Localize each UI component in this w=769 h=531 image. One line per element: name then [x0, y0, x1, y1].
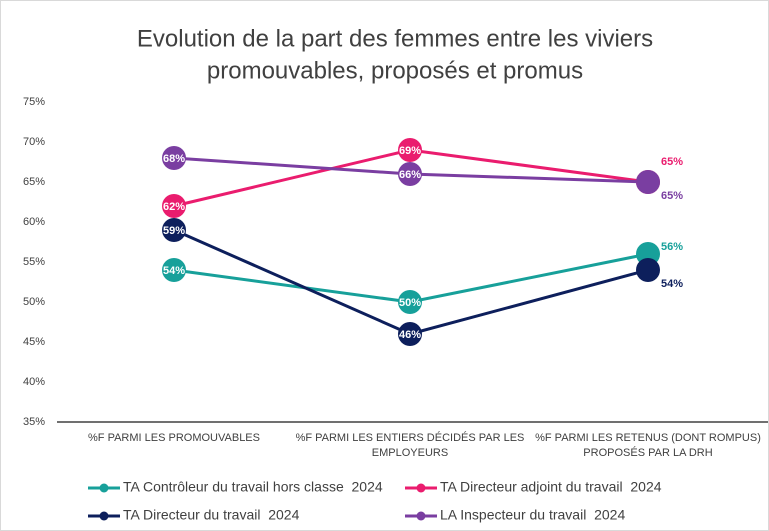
y-tick-label: 35%: [23, 416, 45, 428]
data-point: [636, 258, 660, 282]
legend-swatch: [416, 511, 426, 521]
data-label: 69%: [399, 145, 421, 157]
legend-label: TA Directeur adjoint du travail 2024: [440, 479, 662, 495]
y-tick-label: 65%: [23, 176, 45, 188]
data-label: 46%: [399, 329, 421, 341]
data-label: 65%: [661, 190, 683, 202]
data-point: [162, 218, 186, 242]
data-point: [398, 322, 422, 346]
data-point: [398, 138, 422, 162]
y-tick-label: 50%: [23, 296, 45, 308]
data-label: 68%: [163, 153, 185, 165]
data-label: 54%: [163, 265, 185, 277]
data-point: [398, 290, 422, 314]
data-point: [636, 170, 660, 194]
data-point: [162, 194, 186, 218]
x-tick-label: %F PARMI LES PROMOUVABLES: [88, 432, 260, 444]
data-label: 54%: [661, 278, 683, 290]
data-label: 65%: [661, 156, 683, 168]
y-tick-label: 70%: [23, 136, 45, 148]
x-tick-label: %F PARMI LES ENTIERS DÉCIDÉS PAR LES EMP…: [295, 432, 525, 459]
data-label: 59%: [163, 225, 185, 237]
y-tick-label: 45%: [23, 336, 45, 348]
legend-swatch: [416, 483, 426, 493]
data-label: 56%: [661, 241, 683, 253]
data-point: [398, 162, 422, 186]
legend-swatch: [99, 511, 109, 521]
legend-label: LA Inspecteur du travail 2024: [440, 507, 625, 523]
legend-swatch: [99, 483, 109, 493]
x-tick-label: %F PARMI LES RETENUS (DONT ROMPUS) PROPO…: [535, 432, 761, 459]
y-tick-label: 75%: [23, 96, 45, 108]
data-point: [162, 146, 186, 170]
y-tick-label: 40%: [23, 376, 45, 388]
data-label: 62%: [163, 201, 185, 213]
chart-title: promouvables, proposés et promus: [207, 57, 583, 84]
data-label: 50%: [399, 297, 421, 309]
legend-label: TA Directeur du travail 2024: [123, 507, 300, 523]
y-tick-label: 60%: [23, 216, 45, 228]
legend-label: TA Contrôleur du travail hors classe 202…: [123, 479, 383, 495]
data-label: 66%: [399, 169, 421, 181]
data-point: [162, 258, 186, 282]
y-tick-label: 55%: [23, 256, 45, 268]
chart-title: Evolution de la part des femmes entre le…: [137, 25, 653, 52]
